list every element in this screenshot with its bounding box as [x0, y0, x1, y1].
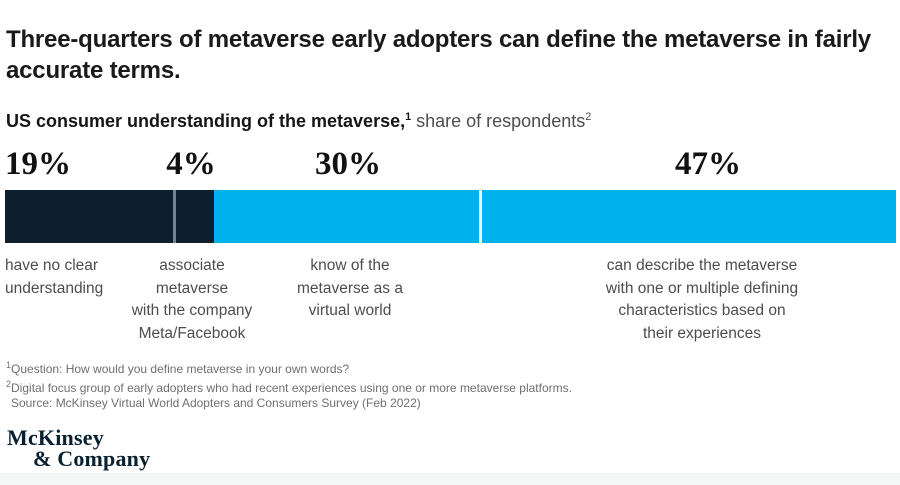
mckinsey-logo: McKinsey & Company: [7, 425, 151, 471]
subtitle-regular-text: share of respondents: [411, 111, 586, 131]
bar-segment-no-clear-understanding: [5, 190, 173, 243]
value-label-segment-4: 47%: [675, 146, 741, 182]
segment-divider-2: [479, 190, 482, 243]
bar-segment-associate-meta-facebook: [176, 190, 214, 243]
bar-track: [5, 190, 896, 243]
footnote-ref-1: 1: [405, 111, 412, 123]
footnote-1-text: Question: How would you define metaverse…: [11, 362, 350, 376]
footnote-1: 1Question: How would you define metavers…: [6, 358, 706, 377]
subtitle-bold-text: US consumer understanding of the metaver…: [6, 111, 406, 131]
segment-description-1: have no clear understanding: [5, 257, 104, 297]
segment-description-4: can describe the metaverse with one or m…: [605, 257, 799, 342]
footnote-2-marker: 2: [6, 379, 12, 389]
segment-description-3: know of the metaverse as a virtual world: [297, 257, 403, 319]
segment-description-2: associate metaverse with the company Met…: [131, 257, 253, 342]
stacked-bar-chart: 19% 4% 30% 47% have no clear understandi…: [5, 146, 896, 342]
logo-line-2: & Company: [33, 446, 151, 471]
footnote-2-text: Digital focus group of early adopters wh…: [11, 381, 572, 395]
value-label-segment-2: 4%: [166, 146, 216, 182]
bottom-strip: [0, 473, 900, 485]
footnote-ref-2: 2: [585, 111, 592, 123]
footnote-2: 2Digital focus group of early adopters w…: [6, 377, 706, 396]
value-label-segment-1: 19%: [5, 146, 71, 182]
footnotes: 1Question: How would you define metavers…: [6, 358, 706, 411]
page-title: Three-quarters of metaverse early adopte…: [6, 26, 871, 84]
bar-segment-can-describe: [482, 190, 896, 243]
source-text: Source: McKinsey Virtual World Adopters …: [11, 396, 421, 410]
value-label-segment-3: 30%: [315, 146, 381, 182]
logo-line-1: McKinsey: [7, 425, 104, 450]
source-line: Source: McKinsey Virtual World Adopters …: [6, 396, 706, 411]
segment-divider-1: [173, 190, 176, 243]
footnote-1-marker: 1: [6, 360, 12, 370]
bar-segment-know-virtual-world: [214, 190, 479, 243]
chart-subtitle: US consumer understanding of the metaver…: [6, 106, 886, 132]
